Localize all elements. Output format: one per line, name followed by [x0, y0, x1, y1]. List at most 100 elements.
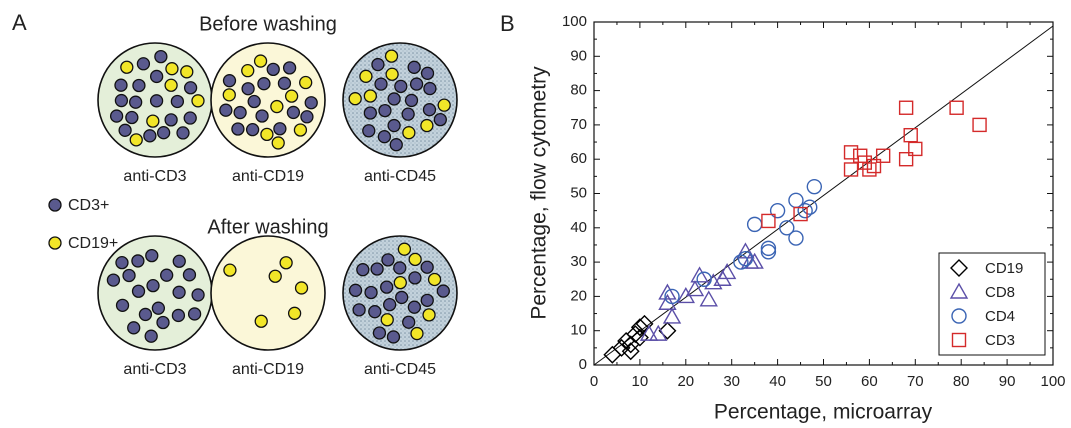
marker-circle [806, 178, 823, 195]
cell [348, 92, 362, 106]
cell [394, 79, 408, 94]
cell [286, 105, 301, 120]
marker-square [898, 151, 914, 167]
cell [402, 315, 416, 329]
marker-square [761, 213, 776, 229]
marker-square [793, 206, 808, 222]
cell [257, 77, 271, 91]
cell [423, 81, 437, 96]
y-tick-label: 40 [570, 219, 587, 236]
y-tick-label: 20 [570, 287, 587, 304]
marker-triangle [658, 283, 677, 300]
cell [393, 261, 407, 275]
cell [420, 118, 434, 133]
cell [165, 62, 179, 76]
cell [433, 112, 447, 127]
marker-diamond [630, 318, 649, 337]
cell [156, 315, 170, 330]
y-tick-label: 50 [570, 184, 587, 201]
cell [409, 77, 424, 91]
legend-box [938, 252, 1046, 356]
identity-line [593, 25, 1054, 366]
cell [402, 126, 416, 140]
marker-triangle [639, 324, 659, 341]
cell [284, 89, 299, 103]
cell [146, 278, 160, 293]
cell [266, 62, 280, 77]
marker-diamond [612, 338, 631, 357]
cell [384, 49, 399, 63]
marker-circle [779, 220, 795, 236]
cell [270, 99, 284, 114]
cell [106, 273, 121, 287]
x-tick-label: 60 [861, 373, 878, 390]
marker-circle [788, 230, 804, 246]
cell [129, 95, 143, 109]
cell [401, 107, 415, 121]
cell [420, 260, 434, 274]
cell [191, 288, 205, 302]
marker-triangle [949, 282, 969, 299]
marker-diamond [603, 345, 622, 364]
section-title: Before washing [199, 13, 337, 35]
cell [164, 78, 178, 92]
marker-circle [733, 254, 749, 270]
cell [183, 111, 197, 125]
x-tick-label: 30 [723, 373, 740, 390]
cell [182, 268, 197, 282]
x-axis-label: Percentage, microarray [714, 401, 933, 424]
y-tick-label: 30 [570, 253, 587, 270]
cell [279, 256, 293, 270]
cell [387, 118, 401, 133]
marker-square [951, 332, 967, 348]
cell [120, 60, 134, 74]
cell [222, 88, 236, 102]
marker-triangle [658, 293, 677, 310]
x-tick-label: 0 [590, 373, 598, 390]
cell [241, 64, 255, 78]
legend-dot [48, 236, 62, 250]
cell [385, 67, 399, 81]
cell [114, 93, 129, 108]
cell [164, 113, 178, 127]
marker-circle [760, 240, 777, 257]
cell [378, 103, 392, 118]
cell [352, 303, 366, 317]
cell [408, 252, 422, 267]
marker-diamond [950, 259, 968, 277]
cell [129, 133, 143, 147]
cell [404, 93, 419, 108]
x-tick-label: 80 [953, 373, 970, 390]
well-label: anti-CD19 [232, 361, 304, 378]
cell [393, 275, 407, 290]
cell [172, 254, 186, 268]
cell [151, 301, 166, 315]
marker-diamond [621, 342, 640, 361]
x-tick-label: 50 [815, 373, 832, 390]
cell [138, 307, 153, 322]
cell [241, 82, 255, 96]
cell [362, 124, 376, 138]
cell [172, 285, 186, 299]
cell [420, 66, 435, 80]
well-label: anti-CD45 [364, 361, 436, 378]
marker-triangle [717, 262, 737, 280]
cell [359, 69, 373, 83]
cell [371, 57, 385, 72]
cell [427, 272, 442, 287]
cell [149, 69, 164, 84]
cell [420, 293, 434, 308]
marker-triangle [699, 290, 718, 307]
cell [176, 126, 190, 140]
y-tick-label: 70 [570, 116, 587, 133]
marker-circle [737, 250, 754, 267]
cell [386, 330, 401, 344]
cell [222, 74, 237, 88]
cell [389, 138, 403, 152]
marker-square [949, 100, 964, 115]
cell [304, 96, 318, 110]
cell [118, 123, 132, 137]
cell [277, 76, 292, 90]
